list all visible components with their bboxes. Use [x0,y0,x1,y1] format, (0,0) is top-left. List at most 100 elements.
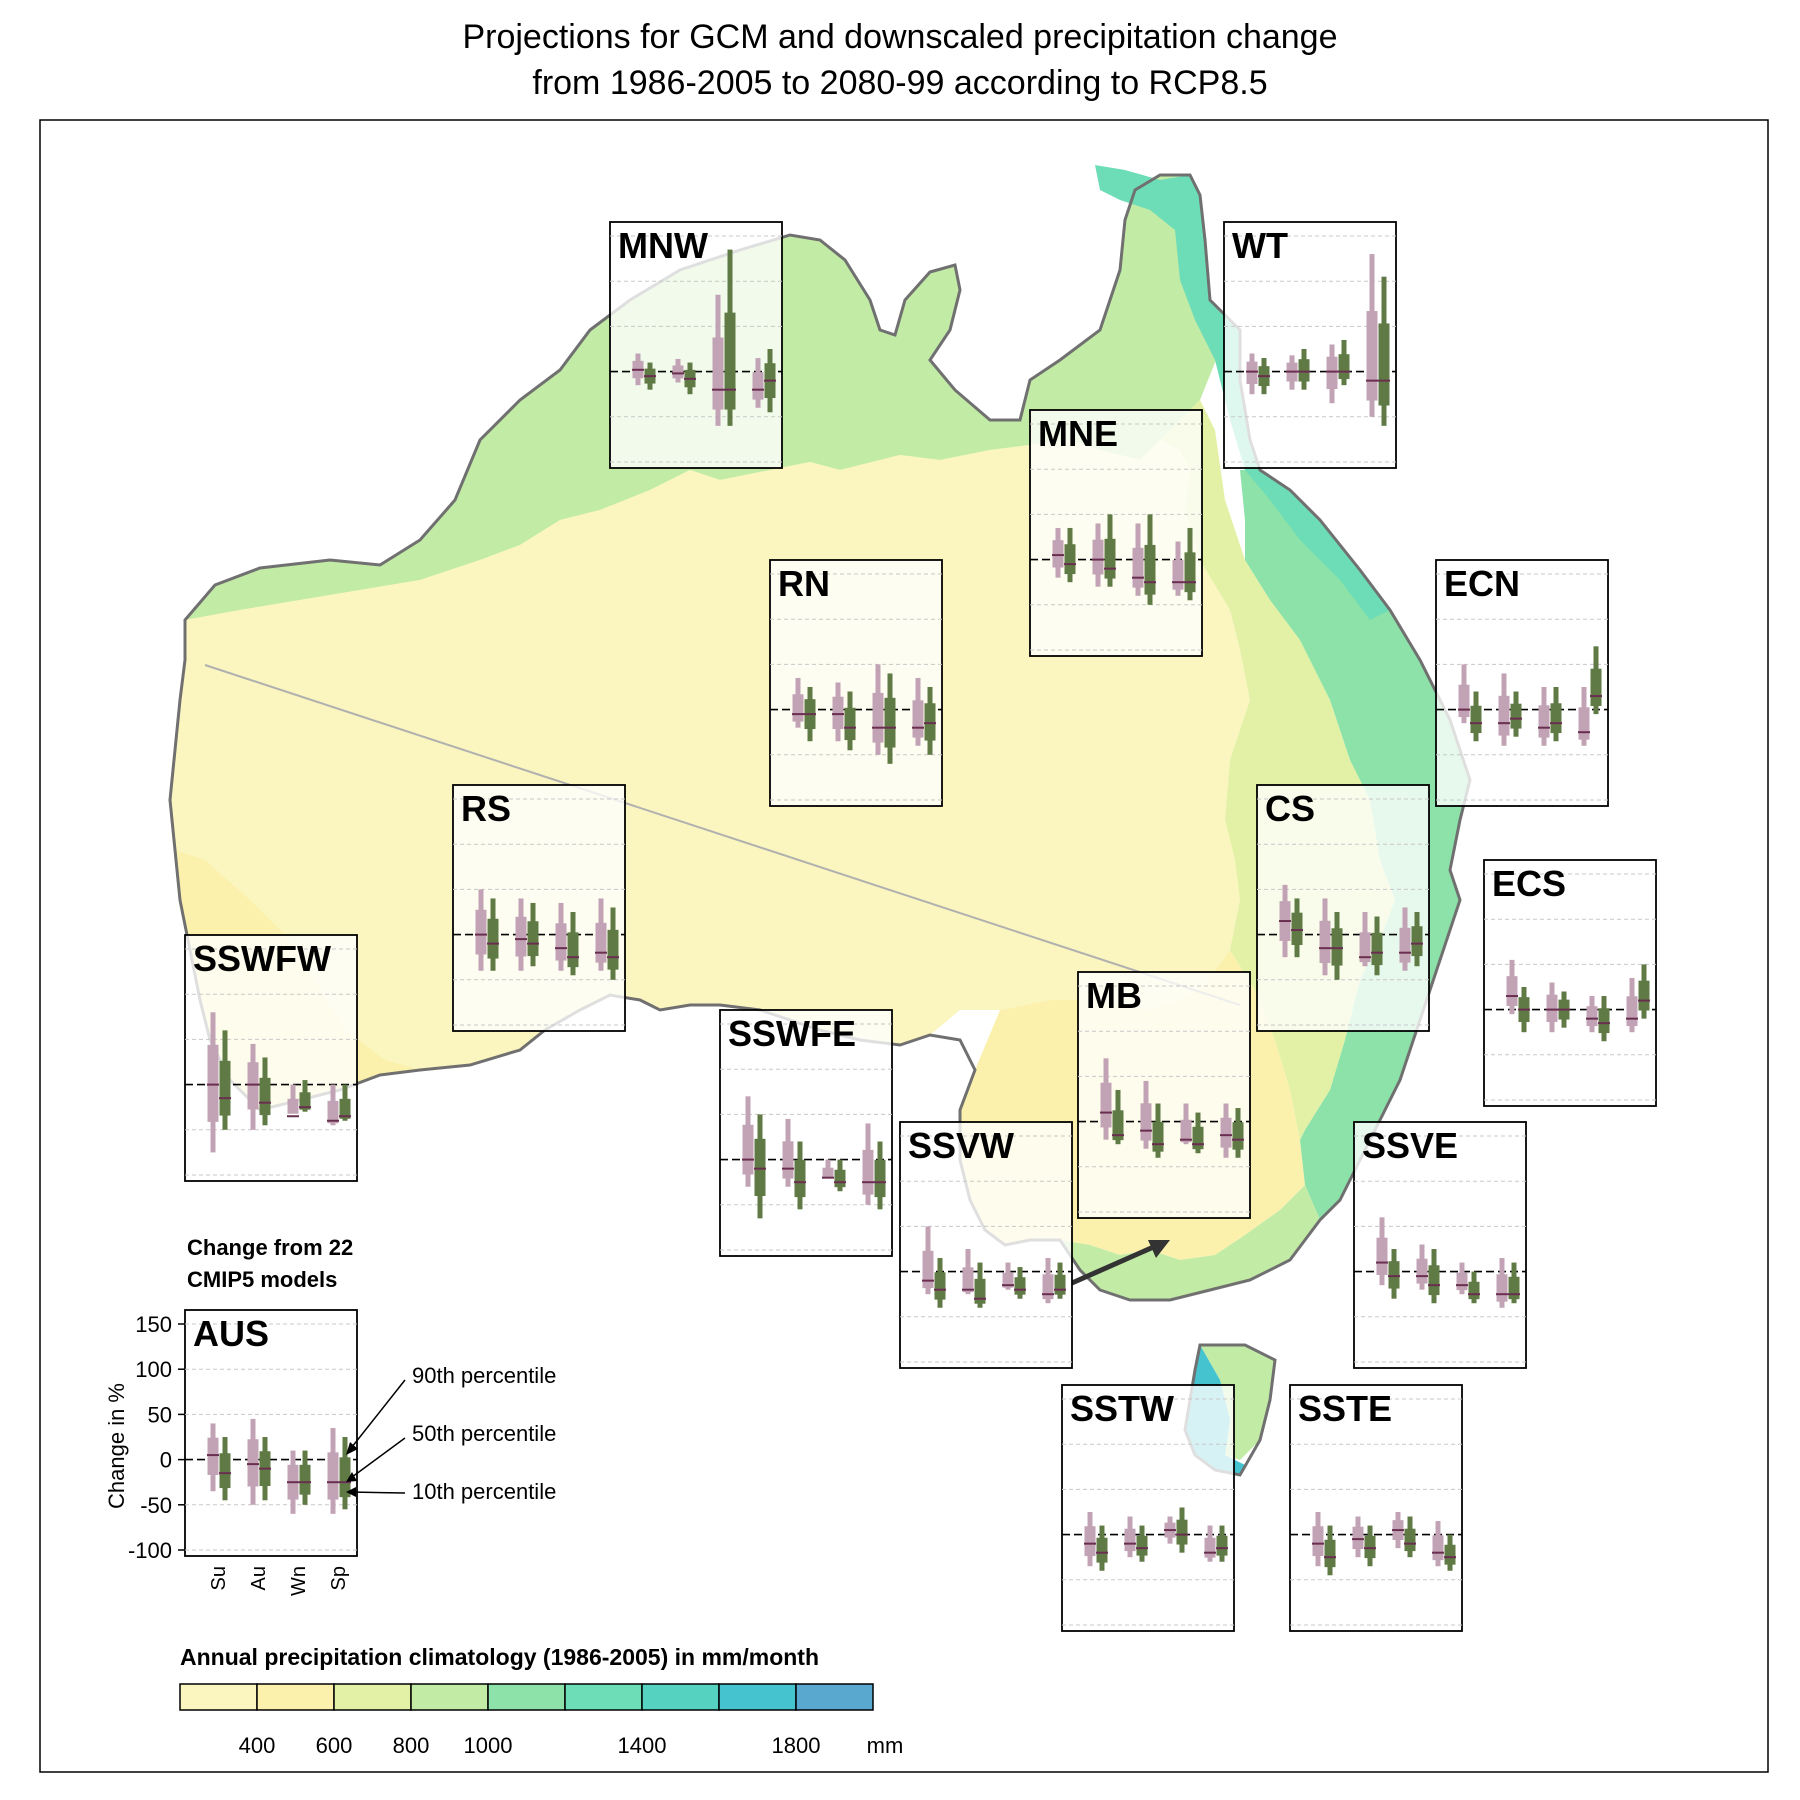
panel-rn: RN [769,559,943,807]
gcm-box-au [832,696,844,730]
panel-label-aus: AUS [193,1313,269,1354]
downscaled-box-su [1064,544,1076,575]
colorbar-tick-label: 400 [239,1733,276,1758]
gcm-box-au [1352,1526,1364,1550]
gcm-box-sp [1496,1274,1508,1302]
gcm-box-wn [1180,1119,1192,1143]
gcm-box-au [1092,539,1104,575]
downscaled-box-wn [1176,1519,1188,1545]
downscaled-box-au [794,1159,806,1198]
downscaled-box-au [1331,928,1343,966]
gcm-box-wn [822,1167,834,1178]
gcm-box-sp [595,922,607,963]
gcm-box-su [1376,1237,1388,1275]
panel-label-mnw: MNW [618,225,708,266]
panel-ecs: ECS [1483,859,1657,1107]
downscaled-box-au [1364,1535,1376,1559]
panel-label-ecs: ECS [1492,863,1566,904]
gcm-box-au [1416,1258,1428,1284]
colorbar-cell [641,1683,720,1711]
downscaled-box-su [1096,1537,1108,1563]
colorbar-cells [179,1683,874,1711]
aus-season-label: Wn [288,1566,310,1596]
gcm-box-sp [912,700,924,738]
gcm-box-wn [872,692,884,743]
aus-season-label: Su [208,1566,230,1590]
gcm-box-su [1458,684,1470,718]
legend-annotation: Change from 22 CMIP5 models 150 100 50 0 -50… [104,1235,556,1596]
panel-mb: MB [1077,971,1251,1219]
panel-label-ssvw: SSVW [908,1125,1014,1166]
panel-sswfw: SSWFW [184,934,358,1182]
panel-label-mb: MB [1086,975,1142,1016]
aus-season-label: Sp [328,1566,350,1590]
colorbar-cell [487,1683,566,1711]
panel-label-sstw: SSTW [1070,1388,1174,1429]
gcm-box-wn [1002,1272,1014,1288]
aus-ytick-label: -50 [140,1493,172,1518]
gcm-box-au [1498,695,1510,736]
downscaled-box-sp [607,929,619,970]
panel-label-ecn: ECN [1444,563,1520,604]
colorbar-tick-label: 1800 [772,1733,821,1758]
gcm-box-au [515,916,527,957]
downscaled-box-wn [834,1169,846,1188]
percentile-10-pointer [349,1491,406,1494]
downscaled-box-wn [884,697,896,748]
gcm-box-su [742,1124,754,1175]
gcm-box-su [207,1044,219,1122]
gcm-box-su [922,1250,934,1289]
downscaled-box-su [487,918,499,959]
colorbar-cell [179,1683,258,1711]
aus-ytick-label: 150 [135,1312,172,1337]
gcm-box-wn [287,1098,299,1114]
downscaled-box-sp [1411,926,1423,957]
downscaled-box-wn [1014,1277,1026,1295]
gcm-box-sp [1042,1274,1054,1300]
downscaled-box-sp [1054,1274,1066,1295]
aus-ytick-label: 100 [135,1357,172,1382]
downscaled-box-sp [1508,1276,1520,1300]
downscaled-box-sp [1184,552,1196,593]
downscaled-box-wn [1598,1008,1610,1034]
gcm-box-au [782,1141,794,1179]
gcm-box-sp [1366,311,1378,401]
percentile-50-arrowhead [346,1472,357,1482]
percentile-90-pointer [347,1379,406,1453]
aus-ytick-label: 50 [148,1402,172,1427]
downscaled-box-sp [874,1159,886,1198]
change-note-line-1: Change from 22 [187,1235,353,1260]
gcm-box-wn [555,923,567,961]
panel-mnw: MNW [609,221,783,469]
colorbar-cell [564,1683,643,1711]
colorbar-cell [718,1683,797,1711]
panel-sstw: SSTW [1061,1384,1235,1632]
downscaled-box-au [1510,703,1522,729]
downscaled-box-su [754,1138,766,1196]
gcm-box-au [1546,994,1558,1023]
gcm-whisker-wn [290,1084,296,1112]
panel-frame [1061,1384,1235,1632]
gcm-box-sp [862,1149,874,1195]
colorbar-cell [410,1683,489,1711]
percentile-10-label: 10th percentile [412,1479,556,1504]
gcm-box-wn [1132,547,1144,588]
downscaled-box-au [1104,538,1116,579]
colorbar-cell [333,1683,412,1711]
panel-label-ssve: SSVE [1362,1125,1458,1166]
aus-season-labels: Su Au Wn Sp [208,1566,350,1596]
downscaled-box-wn [1192,1126,1204,1150]
downscaled-box-au [1152,1121,1164,1152]
gcm-box-sp [752,372,764,400]
gcm-box-wn [1586,1006,1598,1027]
gcm-box-sp [327,1100,339,1124]
colorbar-tick-label: 1000 [464,1733,513,1758]
gcm-box-wn [1456,1272,1468,1291]
gcm-box-sp [327,1452,339,1500]
panel-label-rs: RS [461,788,511,829]
downscaled-box-su [219,1453,231,1489]
colorbar-tick-label: 800 [393,1733,430,1758]
panel-wt: WT [1223,221,1397,469]
gcm-box-sp [1220,1117,1232,1148]
